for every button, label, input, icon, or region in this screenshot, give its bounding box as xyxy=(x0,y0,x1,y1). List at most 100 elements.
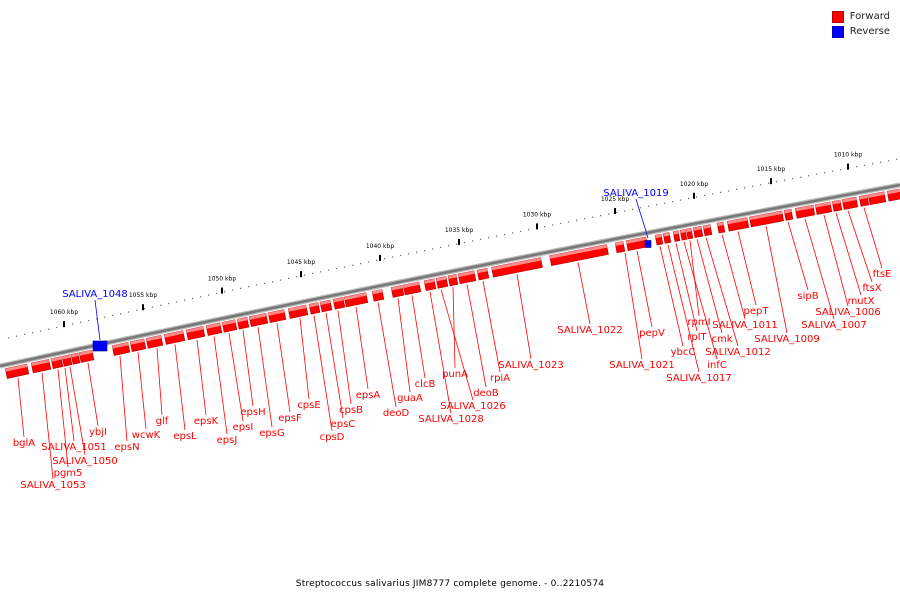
scale-tick xyxy=(536,223,538,230)
scale-dot xyxy=(352,264,354,266)
scale-tick-label: 1020 kbp xyxy=(680,181,708,188)
scale-dot xyxy=(744,187,746,189)
gene-label: rpmI xyxy=(687,317,710,328)
scale-dot xyxy=(632,208,634,210)
gene-leader-line xyxy=(659,246,684,347)
forward-gene-block xyxy=(447,274,459,287)
gene-label: SALIVA_1050 xyxy=(52,456,117,467)
gene-label: ybcC xyxy=(671,347,696,358)
gene-label: epsK xyxy=(194,416,219,427)
forward-gene-block xyxy=(672,230,681,242)
gene-label: pepV xyxy=(639,328,665,339)
scale-dot xyxy=(792,178,794,180)
forward-gene-block xyxy=(248,312,269,327)
scale-dot xyxy=(448,245,450,247)
scale-dot xyxy=(152,306,154,308)
scale-dot xyxy=(880,161,882,163)
scale-dot xyxy=(664,202,666,204)
scale-dot xyxy=(32,332,34,334)
scale-dot xyxy=(16,335,18,337)
gene-leader-line xyxy=(377,302,397,408)
gene-leader-line xyxy=(64,367,75,442)
forward-gene-block xyxy=(205,322,223,336)
scale-dot xyxy=(264,282,266,284)
gene-label: epsC xyxy=(331,419,356,430)
forward-gene-block xyxy=(625,236,649,251)
scale-tick xyxy=(221,287,223,294)
scale-dot xyxy=(328,269,330,271)
gene-label: SALIVA_1026 xyxy=(440,401,505,412)
scale-dot xyxy=(208,294,210,296)
gene-leader-line xyxy=(257,326,273,428)
scale-tick xyxy=(458,238,460,245)
gene-leader-line xyxy=(325,312,344,419)
scale-tick xyxy=(847,163,849,170)
gene-label: pgm5 xyxy=(54,468,83,479)
scale-dot xyxy=(288,277,290,280)
scale-dot xyxy=(224,291,226,293)
gene-label: infC xyxy=(707,360,727,371)
gene-label: bglA xyxy=(13,438,35,449)
forward-gene-block xyxy=(831,199,843,212)
forward-gene-block xyxy=(332,297,346,310)
forward-gene-block xyxy=(371,289,385,302)
scale-dot xyxy=(736,188,738,190)
forward-gene-block xyxy=(30,358,52,374)
gene-leader-line xyxy=(57,369,69,468)
forward-gene-block xyxy=(841,196,859,210)
forward-gene-block xyxy=(145,334,164,349)
gene-leader-line xyxy=(337,310,352,405)
scale-tick xyxy=(63,321,65,328)
scale-dot xyxy=(824,172,826,174)
forward-gene-block xyxy=(287,304,309,319)
gene-leader-line xyxy=(87,362,99,427)
scale-tick xyxy=(142,304,144,311)
gene-leader-line xyxy=(636,250,653,328)
scale-dot xyxy=(240,287,242,289)
scale-dot xyxy=(400,254,402,257)
scale-dot xyxy=(856,166,858,168)
scale-dot xyxy=(896,158,898,160)
scale-dot xyxy=(512,232,514,234)
reverse-genes xyxy=(92,240,652,352)
scale-dot xyxy=(320,271,322,273)
scale-tick-label: 1060 kbp xyxy=(50,309,78,316)
gene-leader-line xyxy=(765,225,788,334)
gene-label: cpsD xyxy=(320,432,345,443)
gene-leader-line xyxy=(452,287,456,369)
scale-dot xyxy=(464,241,466,244)
scale-dot xyxy=(96,318,98,320)
gene-leader-line xyxy=(196,339,207,416)
scale-dot xyxy=(424,249,426,252)
scale-dot xyxy=(816,173,818,175)
scale-dot xyxy=(88,319,90,322)
scale-dot xyxy=(552,224,554,226)
scale-dot xyxy=(656,204,658,206)
scale-dot xyxy=(112,314,114,317)
scale-dot xyxy=(24,333,26,335)
gene-leader-line xyxy=(624,253,643,360)
scale-dot xyxy=(48,328,50,330)
scale-dot xyxy=(840,169,842,171)
forward-gene-block xyxy=(70,352,81,365)
scale-dot xyxy=(776,181,778,183)
gene-leader-line xyxy=(847,210,873,283)
gene-leader-line xyxy=(41,372,54,480)
gene-leader-line xyxy=(516,274,532,360)
gene-leader-line xyxy=(228,333,244,422)
gene-leader-line xyxy=(397,298,411,393)
scale-dot xyxy=(696,196,698,198)
scale-dot xyxy=(592,216,594,218)
gene-label: SALIVA_1017 xyxy=(666,373,731,384)
gene-label: epsL xyxy=(173,431,197,442)
forward-swatch xyxy=(831,10,844,23)
scale-dot xyxy=(456,243,458,245)
scale-dot xyxy=(760,184,762,186)
scale-dot xyxy=(616,211,618,214)
scale-dot xyxy=(56,326,58,329)
forward-label: Forward xyxy=(849,11,890,22)
scale-dot xyxy=(384,258,386,260)
forward-gene-block xyxy=(614,241,626,254)
forward-gene-block xyxy=(662,232,672,244)
forward-gene-block xyxy=(50,356,64,369)
